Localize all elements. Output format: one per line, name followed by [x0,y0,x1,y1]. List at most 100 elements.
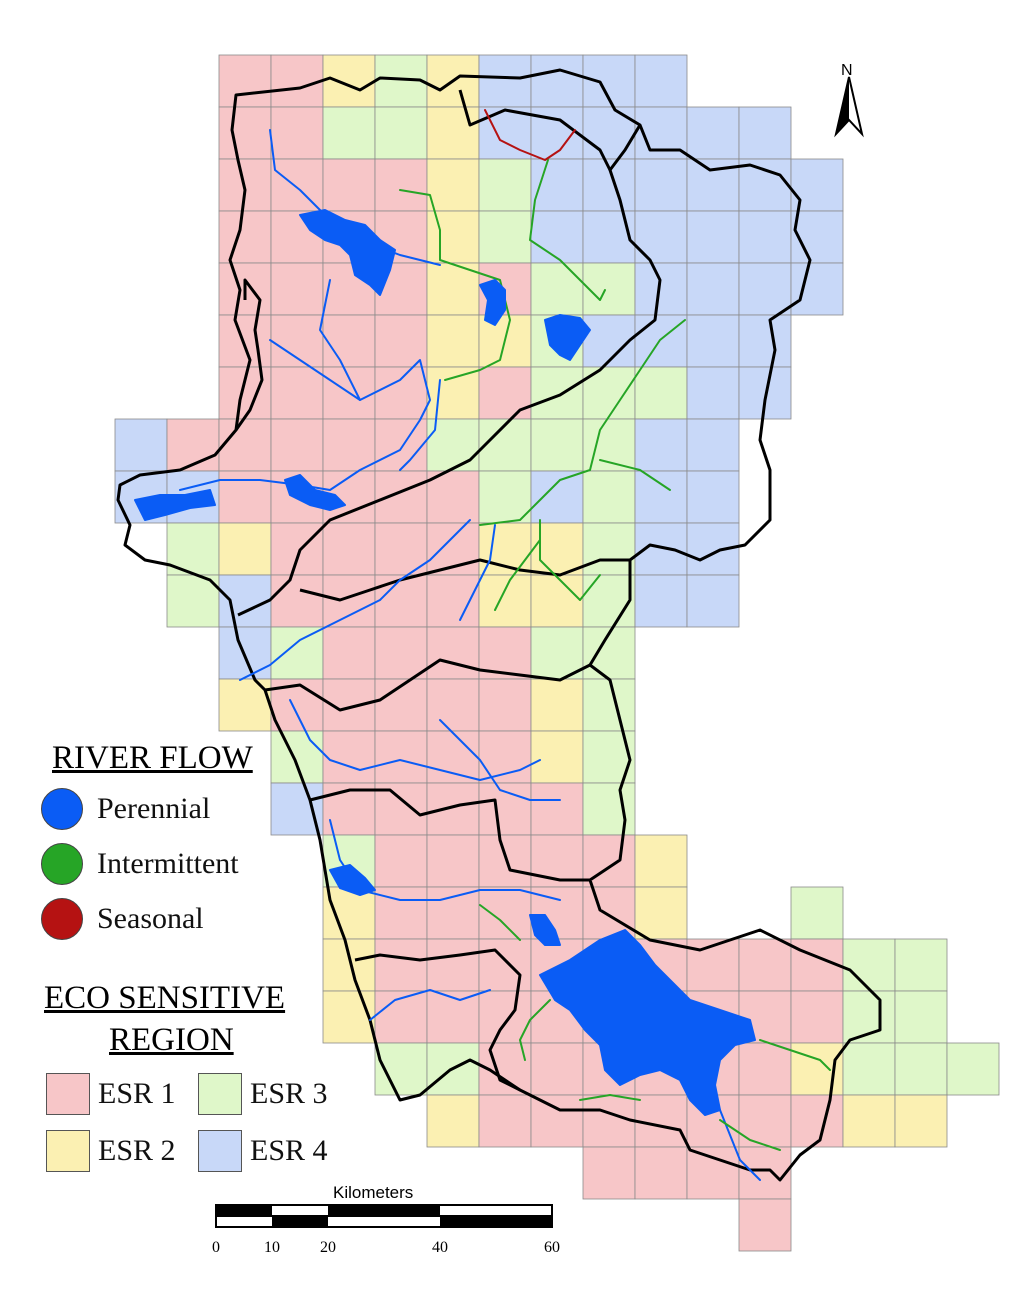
esr-grid-cell [270,366,324,420]
esr-grid-cell [582,1094,636,1148]
esr-grid-cell [686,262,740,316]
scale-tick: 60 [544,1239,560,1256]
legend-label: ESR 2 [98,1134,176,1167]
perennial-reservoir [134,489,216,521]
blue-circle-icon [41,788,83,830]
perennial-river [179,279,431,491]
esr-grid-cell [270,730,324,784]
intermittent-river [529,159,606,301]
esr-grid-cell [582,1146,636,1200]
esr-grid-cell [530,366,584,420]
intermittent-river [599,459,671,491]
esr4-swatch [198,1130,242,1172]
scale-bar [215,1204,553,1228]
legend-item-esr3: ESR 3 [198,1073,328,1115]
intermittent-river [759,1039,831,1071]
scale-bar-title: Kilometers [333,1183,414,1202]
esr-grid-cell [686,366,740,420]
esr-grid-cell [374,158,428,212]
esr-grid-cell [530,210,584,264]
esr-grid-cell [634,262,688,316]
esr-grid-cell [374,990,428,1044]
esr-grid-cell [530,626,584,680]
esr-grid-cell [322,574,376,628]
esr-grid-cell [322,990,376,1044]
esr-grid-cell [218,418,272,472]
esr-grid-cell [218,470,272,524]
esr-grid-cell [738,314,792,368]
esr-grid-cell [790,262,844,316]
esr-grid-cell [842,938,896,992]
esr-grid-cell [790,158,844,212]
esr-grid-cell [218,314,272,368]
watershed-boundaries [116,68,882,1182]
esr-grid-cell [634,886,688,940]
legend-item-seasonal: Seasonal [41,898,204,940]
intermittent-river [399,189,511,381]
esr-grid-cell [686,106,740,160]
north-arrow-icon [834,76,864,138]
perennial-reservoir [479,279,506,326]
esr-grid-cell [478,834,532,888]
esr-grid-cell [322,418,376,472]
esr2-swatch [46,1130,90,1172]
legend-label: Seasonal [97,902,204,935]
esr-grid-cell [478,1094,532,1148]
esr-grid-cell [270,54,324,108]
esr-grid-cell [322,314,376,368]
esr-grid-cell [270,418,324,472]
intermittent-river [539,519,601,601]
esr-grid-cell [738,1042,792,1096]
esr-grid-cell [582,210,636,264]
esr-grid-cell [374,938,428,992]
green-circle-icon [41,843,83,885]
esr-grid-cell [634,1094,688,1148]
esr-grid-cell [530,1094,584,1148]
inner-boundary-ne [237,169,662,617]
legend-item-esr1: ESR 1 [46,1073,176,1115]
esr-grid-cell [582,522,636,576]
perennial-river [329,819,561,901]
esr-grid-cell [478,678,532,732]
esr-grid-cell [634,210,688,264]
perennial-reservoir [284,474,346,511]
esr-grid-cells [114,54,1000,1252]
esr-grid-cell [842,1042,896,1096]
esr-grid-cell [582,470,636,524]
esr-grid-cell [322,158,376,212]
esr-grid-cell [478,54,532,108]
esr-grid-cell [374,574,428,628]
esr-grid-cell [894,1094,948,1148]
esr-grid-cell [634,418,688,472]
intermittent-river [579,1094,641,1101]
esr-grid-cell [218,54,272,108]
esr-grid-cell [374,782,428,836]
esr-grid-cell [426,470,480,524]
legend-item-intermittent: Intermittent [41,843,239,885]
esr-grid-cell [270,574,324,628]
scale-tick: 20 [320,1239,336,1256]
esr-grid-cell [270,782,324,836]
esr-grid-cell [270,522,324,576]
esr-grid-cell [634,834,688,888]
esr-grid-cell [270,626,324,680]
esr-grid-cell [738,1198,792,1252]
esr-grid-cell [478,210,532,264]
esr1-swatch [46,1073,90,1115]
esr-grid-cell [686,574,740,628]
esr-grid-cell [686,1146,740,1200]
esr-grid-cell [322,626,376,680]
esr-grid-cell [478,938,532,992]
esr-grid-cell [530,54,584,108]
esr-grid-cell [374,834,428,888]
esr-grid-cell [530,678,584,732]
esr-grid-cell [634,366,688,420]
esr-grid-cell [322,106,376,160]
legend-label: ESR 3 [250,1077,328,1110]
esr-grid-cell [374,522,428,576]
esr-grid-cell [530,730,584,784]
legend-item-esr4: ESR 4 [198,1130,328,1172]
esr-grid-cell [634,470,688,524]
perennial-river [239,519,471,681]
esr-grid-cell [166,418,220,472]
